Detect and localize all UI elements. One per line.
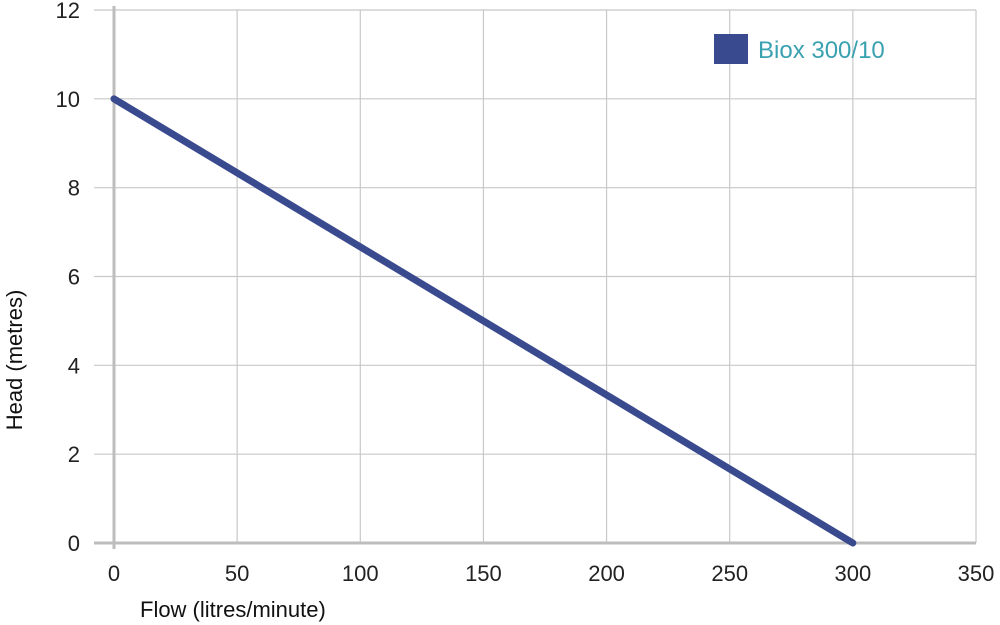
y-tick-label: 0 — [68, 531, 80, 556]
x-tick-label: 200 — [588, 561, 625, 586]
y-tick-label: 12 — [56, 0, 80, 23]
series-layer — [110, 95, 857, 547]
x-tick-label: 150 — [465, 561, 502, 586]
tick-labels: 0 50 100 150 200 250 300 350 0 2 4 6 8 10 12 — [56, 0, 995, 586]
x-tick-label: 250 — [711, 561, 748, 586]
series-line — [110, 95, 857, 547]
y-tick-label: 8 — [68, 176, 80, 201]
legend-swatch — [714, 34, 748, 64]
y-tick-label: 10 — [56, 87, 80, 112]
x-tick-label: 0 — [108, 561, 120, 586]
legend: Biox 300/10 — [714, 34, 885, 64]
y-tick-label: 4 — [68, 353, 80, 378]
x-tick-label: 300 — [834, 561, 871, 586]
y-tick-label: 2 — [68, 442, 80, 467]
grid — [94, 9, 977, 543]
x-axis-title: Flow (litres/minute) — [140, 597, 326, 622]
y-tick-label: 6 — [68, 265, 80, 290]
axes — [94, 6, 976, 549]
y-axis-title: Head (metres) — [2, 290, 27, 431]
x-tick-label: 100 — [342, 561, 379, 586]
x-tick-label: 350 — [958, 561, 995, 586]
x-tick-label: 50 — [225, 561, 249, 586]
legend-label: Biox 300/10 — [758, 37, 885, 64]
